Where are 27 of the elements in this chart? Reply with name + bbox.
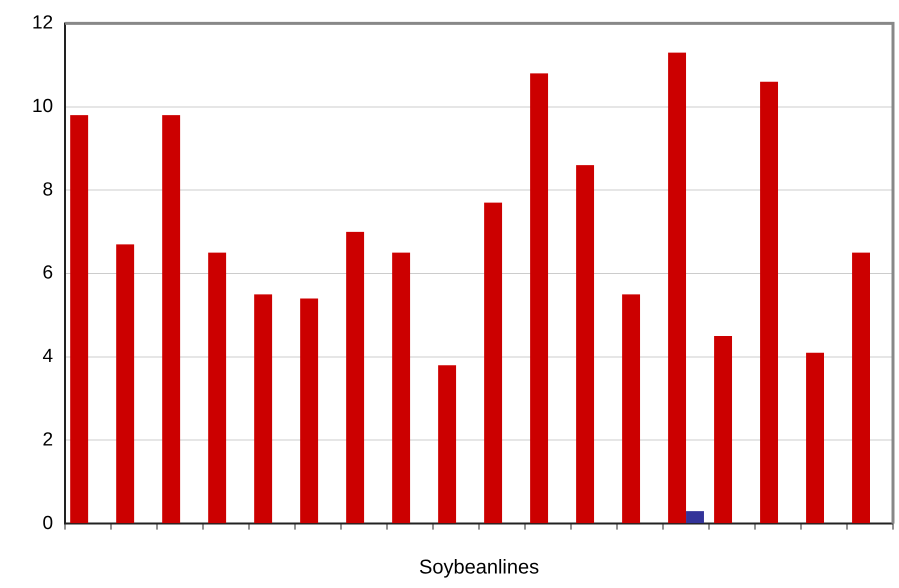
bar [70, 115, 88, 524]
y-tick-label: 8 [42, 179, 54, 200]
bar [484, 202, 502, 524]
bar [760, 82, 778, 524]
bar [806, 352, 824, 524]
bar [116, 244, 134, 524]
bar [852, 252, 870, 524]
y-tick-label: 6 [42, 262, 54, 284]
bar [392, 252, 410, 524]
bar [438, 365, 456, 524]
y-tick-label: 10 [32, 96, 54, 117]
bar [668, 52, 686, 524]
y-tick-label: 12 [32, 12, 54, 34]
bar [254, 294, 272, 524]
bar [208, 252, 226, 524]
bar [530, 73, 548, 524]
bar [622, 294, 640, 524]
bar [162, 115, 180, 524]
bar [346, 232, 364, 524]
y-tick-label: 2 [42, 429, 54, 450]
y-tick-label: 4 [42, 346, 54, 368]
bar [300, 298, 318, 524]
bar [714, 336, 732, 524]
x-axis-title: Soybeanlines [419, 556, 540, 579]
y-tick-label: 0 [42, 512, 54, 534]
bar [686, 511, 704, 524]
bar [576, 165, 594, 524]
